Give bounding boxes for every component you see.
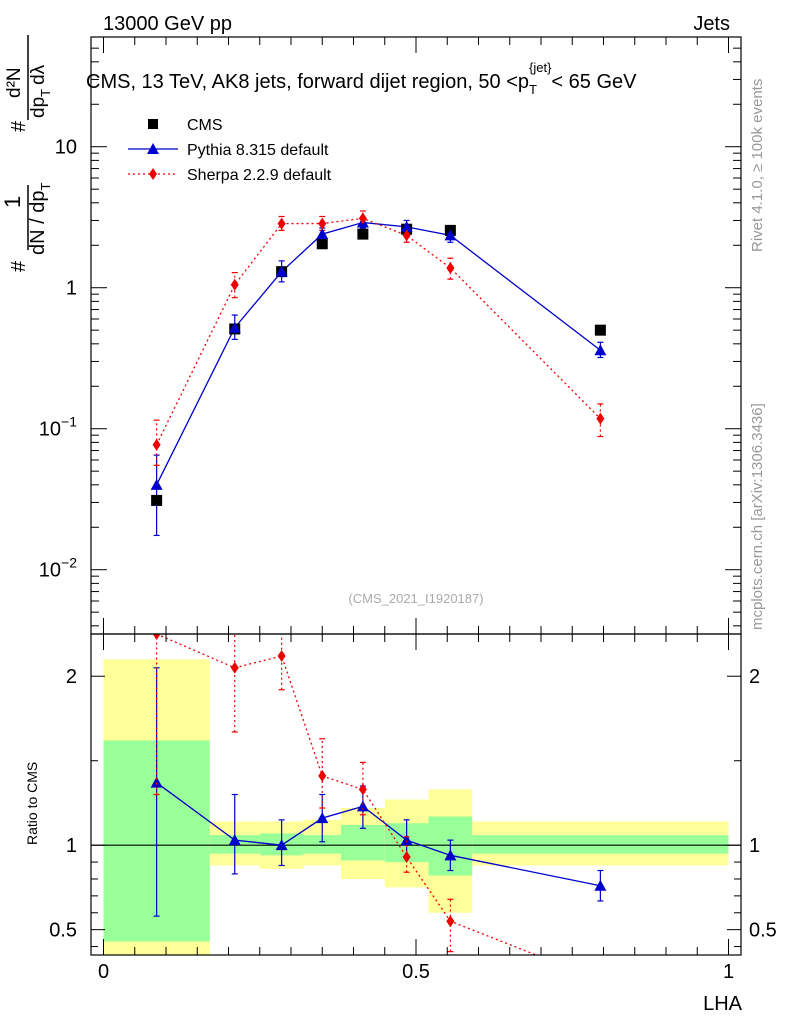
ratio-marker-pythia <box>228 834 241 846</box>
main-marker-pythia <box>400 220 413 232</box>
legend-label-pythia: Pythia 8.315 default <box>187 142 329 159</box>
main-ytick-base: 10 <box>39 560 61 582</box>
xtick-label: 1 <box>723 961 734 983</box>
main-marker-sherpa <box>596 412 605 425</box>
ratio-line-pythia <box>156 782 601 887</box>
ylabel-top-norm-main: dN / dp <box>27 191 49 255</box>
cms-data-point <box>151 494 163 506</box>
ylabel-top-den-main: dp <box>28 97 49 118</box>
ratio-marker-pythia <box>444 849 457 861</box>
main-ytick-base: 1 <box>66 278 77 300</box>
ratio-marker-sherpa <box>596 974 604 986</box>
ratio-marker-sherpa <box>277 649 286 662</box>
main-marker-pythia <box>275 265 288 277</box>
ratio-line-sherpa <box>156 634 538 955</box>
main-ytick-exp: −2 <box>61 555 77 571</box>
main-ytick-label: 10 <box>55 137 77 159</box>
main-ytick-label: 10−2 <box>39 555 77 582</box>
ratio-marker-pythia <box>356 800 369 812</box>
source-label: mcplots.cern.ch [arXiv:1306.3436] <box>749 403 766 630</box>
chart-title-sup: {jet} <box>529 60 552 75</box>
ratio-marker-sherpa <box>318 769 327 782</box>
main-marker-pythia <box>316 228 329 240</box>
legend-marker-sherpa <box>149 168 157 180</box>
main-ytick-base: 10 <box>55 137 77 159</box>
ratio-marker-sherpa <box>358 783 367 796</box>
chart-title-sub: T <box>529 82 537 97</box>
ylabel-top-den-tail: dλ <box>28 64 49 85</box>
main-ytick-label: 1 <box>66 278 77 300</box>
ratio-marker-sherpa <box>446 915 455 928</box>
ratio-ytick-label-right: 0.5 <box>749 920 777 942</box>
ratio-series <box>150 634 607 986</box>
uncertainty-bands <box>103 659 729 955</box>
main-marker-pythia <box>150 478 163 490</box>
main-marker-pythia <box>444 229 457 241</box>
ratio-ytick-label-left: 1 <box>66 835 77 857</box>
ylabel-top-hash: # <box>8 260 30 272</box>
main-ytick-base: 10 <box>39 419 61 441</box>
ratio-marker-pythia <box>150 776 163 788</box>
ratio-ytick-label-left: 2 <box>66 666 77 688</box>
ylabel-top-den-sub: T <box>38 89 53 97</box>
xtick-label: 0.5 <box>402 961 430 983</box>
ratio-marker-pythia <box>316 812 329 824</box>
ylabel-top-hash2: # <box>8 120 30 132</box>
main-marker-sherpa <box>277 217 286 230</box>
rivet-version-label: Rivet 4.1.0, ≥ 100k events <box>749 79 766 252</box>
band-inner-4 <box>341 824 385 861</box>
legend-marker-cms <box>148 119 158 129</box>
x-axis-label: LHA <box>703 993 743 1015</box>
main-ytick-exp: −1 <box>61 414 77 430</box>
ylabel-top-norm-sub: T <box>38 183 53 191</box>
ratio-marker-pythia <box>594 879 607 891</box>
cms-data-point <box>357 228 369 240</box>
ylabel-top-norm: dN / dpT <box>27 183 53 255</box>
band-inner-3 <box>303 835 341 854</box>
main-series <box>150 210 607 537</box>
ratio-ytick-label-right: 1 <box>749 835 760 857</box>
main-marker-sherpa <box>446 261 455 274</box>
watermark: (CMS_2021_I1920187) <box>348 591 483 606</box>
main-marker-sherpa <box>230 278 239 291</box>
category-label: Jets <box>693 13 730 35</box>
ylabel-top-one: 1 <box>0 196 25 208</box>
cms-data-point <box>594 324 606 336</box>
main-marker-sherpa <box>152 438 161 451</box>
main-marker-sherpa <box>358 212 367 225</box>
band-inner-7 <box>472 835 729 854</box>
legend-label-sherpa: Sherpa 2.2.9 default <box>187 167 332 184</box>
chart-title: CMS, 13 TeV, AK8 jets, forward dijet reg… <box>86 60 637 97</box>
ratio-marker-pythia <box>275 839 288 851</box>
chart-title-tail: < 65 GeV <box>551 71 637 93</box>
legend: CMS Pythia 8.315 default Sherpa 2.2.9 defa… <box>128 117 332 184</box>
main-marker-pythia <box>228 321 241 333</box>
main-marker-sherpa <box>402 229 411 242</box>
energy-label: 13000 GeV pp <box>103 13 232 35</box>
main-ytick-label: 10−1 <box>39 414 77 441</box>
ylabel-top-num: d²N <box>4 67 25 98</box>
main-marker-sherpa <box>318 217 327 230</box>
cms-data-point <box>316 238 328 250</box>
legend-label-cms: CMS <box>187 117 223 134</box>
main-marker-pythia <box>594 344 607 356</box>
ratio-marker-pythia <box>400 834 413 846</box>
ratio-marker-sherpa <box>230 661 239 674</box>
legend-marker-pythia <box>147 143 159 154</box>
ratio-ylabel: Ratio to CMS <box>24 762 40 845</box>
ratio-ytick-label-right: 2 <box>749 666 760 688</box>
main-line-pythia <box>156 221 601 486</box>
ylabel-top-den: dpTdλ <box>28 64 53 118</box>
chart-title-main: CMS, 13 TeV, AK8 jets, forward dijet reg… <box>86 71 529 93</box>
ratio-marker-sherpa <box>402 851 411 864</box>
ratio-ytick-label-left: 0.5 <box>49 920 77 942</box>
xtick-label: 0 <box>98 961 109 983</box>
ratio-marker-sherpa <box>152 634 161 640</box>
labels: 13000 GeV pp Jets Rivet 4.1.0, ≥ 100k ev… <box>0 13 766 1015</box>
ratio-panel: 0.5 0.5 1 1 2 2 0 0.5 1 <box>49 37 777 986</box>
main-line-sherpa <box>156 217 601 446</box>
